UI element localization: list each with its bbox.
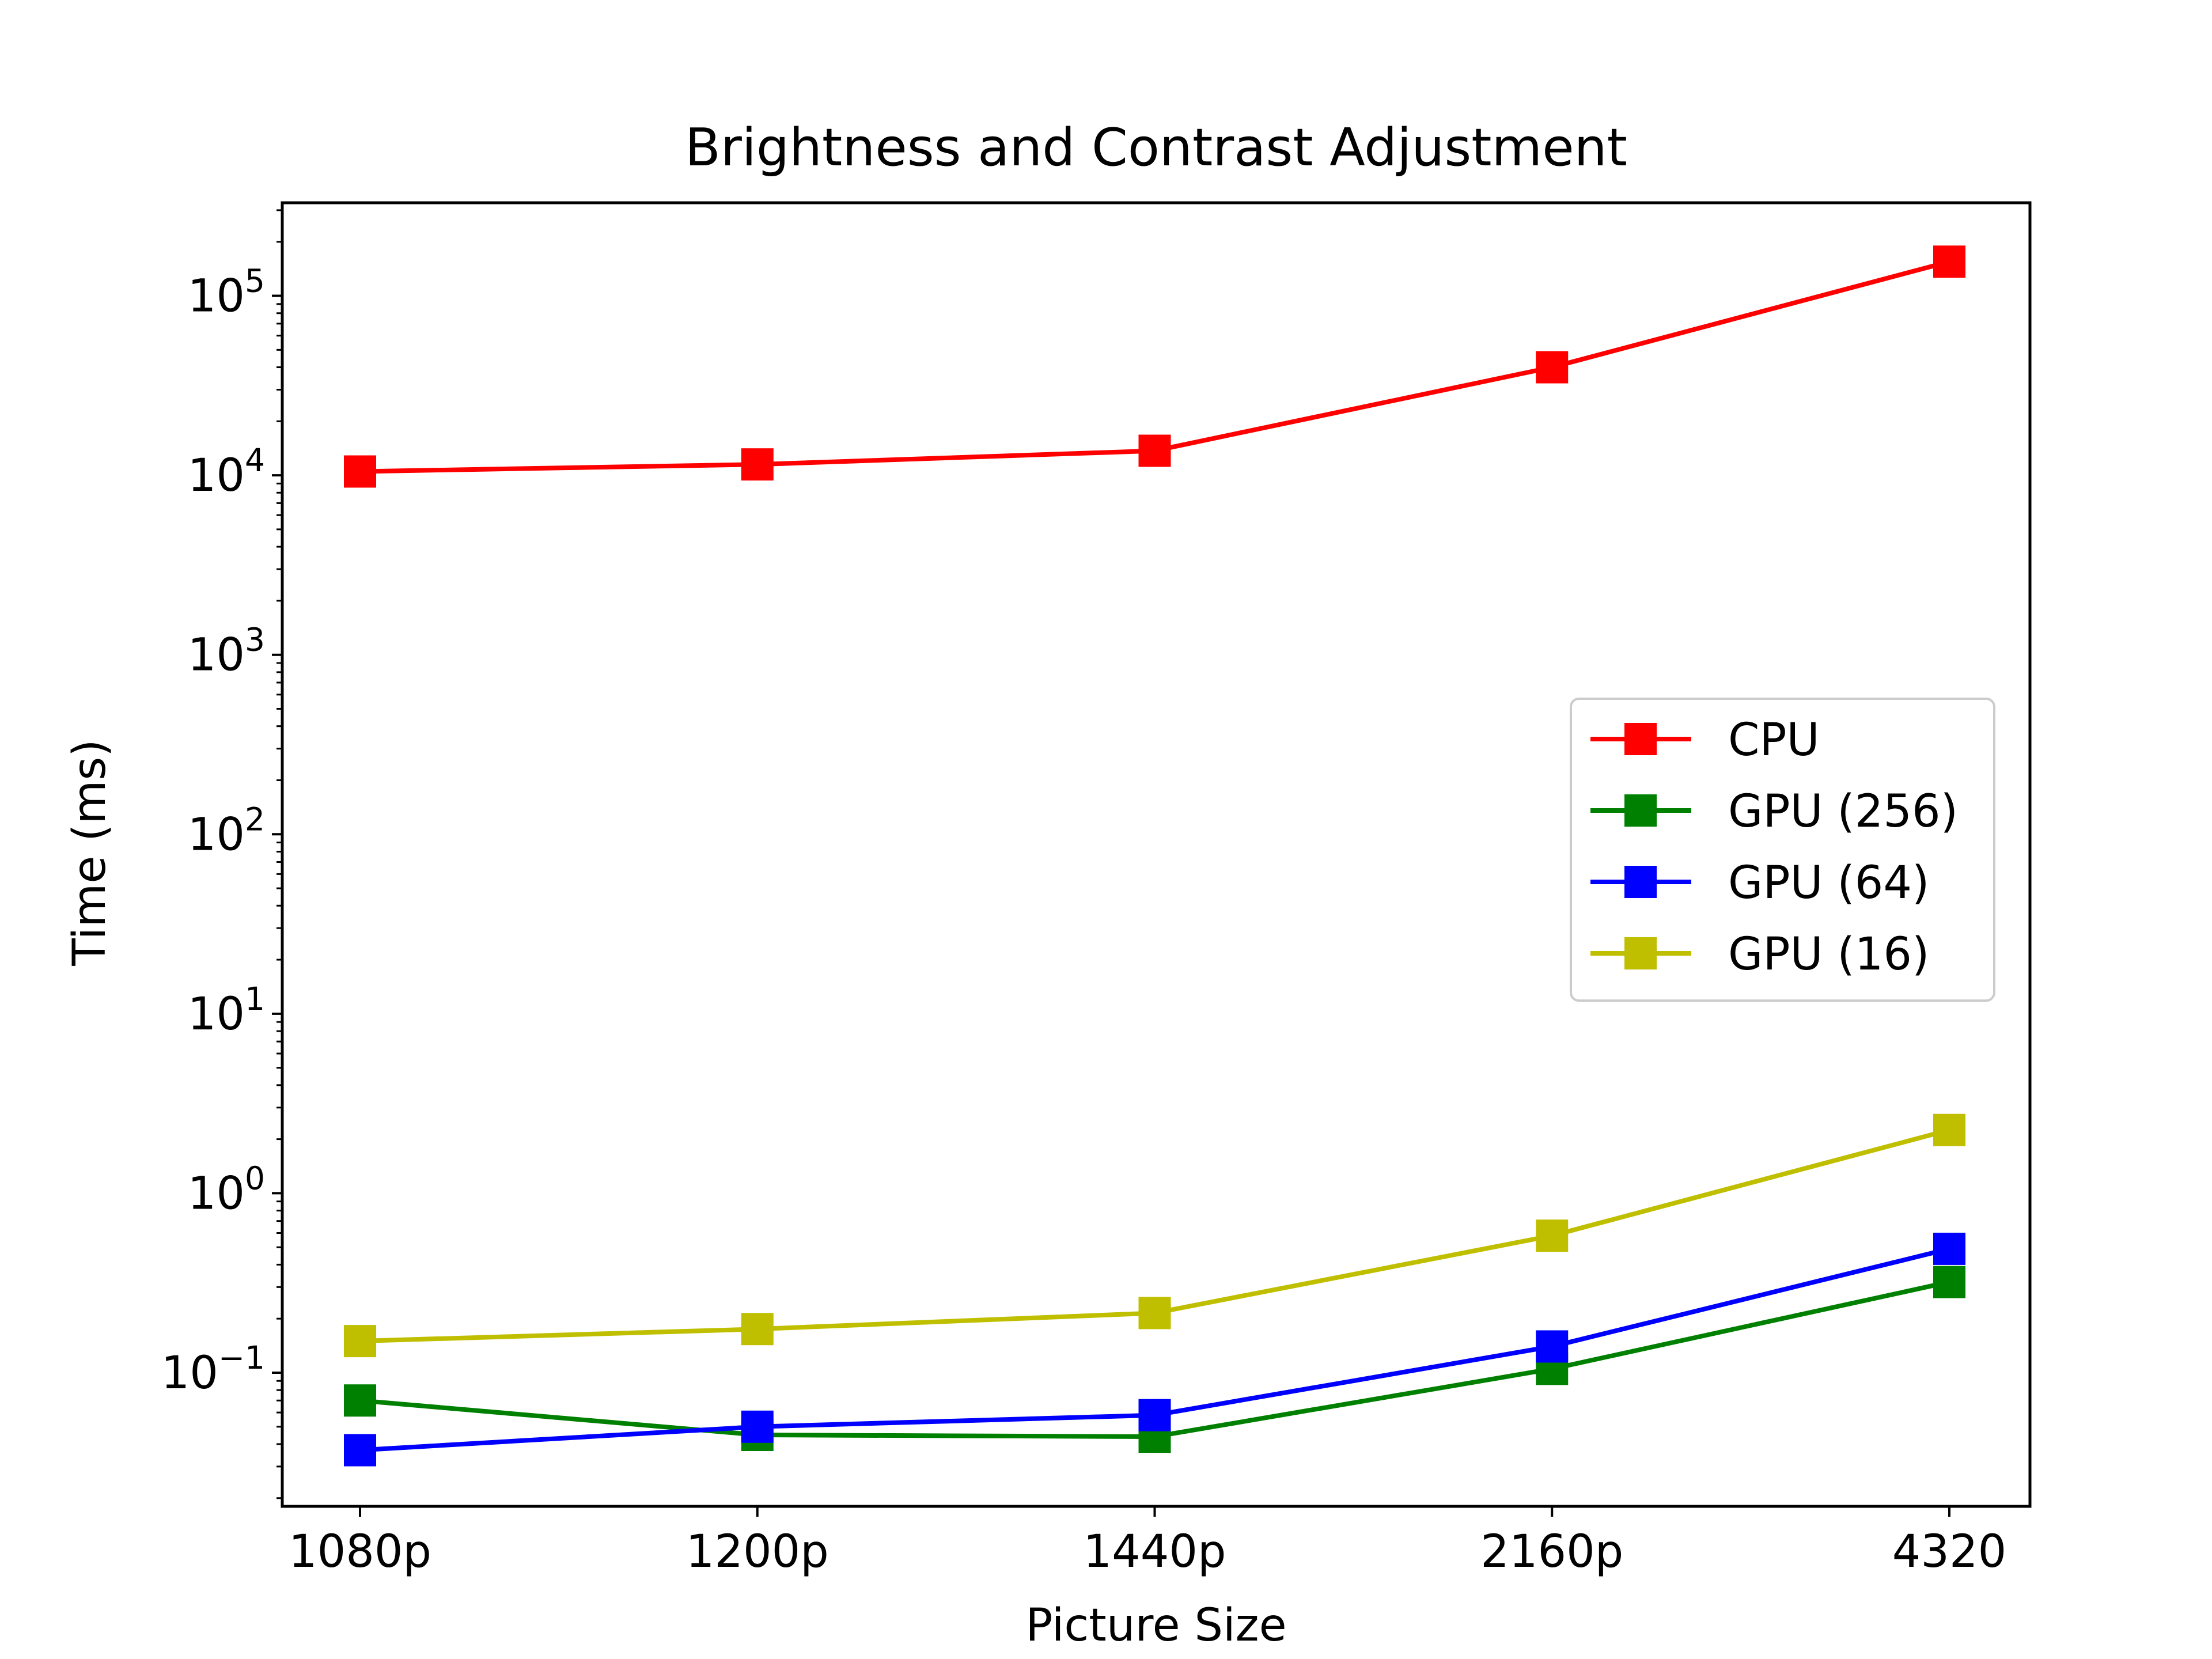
y-tick-label: 102	[188, 801, 265, 861]
data-point-gpu-16	[1536, 1219, 1569, 1252]
legend-marker	[1624, 794, 1657, 827]
plot-frame	[281, 201, 2032, 1508]
plot-series	[344, 245, 1965, 1467]
data-point-gpu-64	[344, 1434, 376, 1467]
y-tick-label: 103	[188, 622, 265, 681]
x-tick-label: 1080p	[289, 1526, 431, 1578]
data-point-gpu-64	[1933, 1232, 1965, 1265]
data-point-cpu	[1933, 245, 1965, 278]
x-tick-label: 4320	[1892, 1526, 2007, 1578]
y-tick-label: 105	[188, 263, 265, 323]
legend-marker	[1624, 937, 1657, 969]
data-point-gpu-64	[1138, 1399, 1171, 1431]
x-tick-label: 2160p	[1480, 1526, 1623, 1578]
data-point-cpu	[1138, 434, 1171, 467]
legend: CPU GPU (256) GPU (64) GPU (16)	[1570, 698, 1995, 1002]
data-point-gpu-64	[741, 1410, 774, 1443]
legend-label: GPU (64)	[1728, 857, 1929, 909]
data-point-gpu-64	[1536, 1330, 1569, 1363]
data-point-cpu	[344, 455, 376, 488]
data-point-gpu-256	[1933, 1266, 1965, 1298]
axis-ticks: 1080p 1200p 1440p 2160p 4320 10−1 100 101 102 103…	[161, 209, 2007, 1578]
legend-marker	[1624, 866, 1657, 898]
x-tick-label: 1440p	[1083, 1526, 1226, 1578]
data-point-gpu-16	[1138, 1297, 1171, 1330]
data-point-gpu-16	[344, 1325, 376, 1358]
legend-marker	[1624, 723, 1657, 755]
legend-label: CPU	[1728, 714, 1820, 766]
y-tick-label: 104	[188, 442, 265, 502]
legend-box	[1570, 698, 1995, 1002]
y-tick-label: 10−1	[161, 1339, 265, 1399]
x-axis-label: Picture Size	[1025, 1600, 1286, 1652]
data-point-gpu-16	[741, 1313, 774, 1346]
legend-label: GPU (16)	[1728, 929, 1929, 980]
x-tick-label: 1200p	[686, 1526, 829, 1578]
legend-label: GPU (256)	[1728, 786, 1958, 838]
y-tick-label: 100	[188, 1160, 265, 1219]
y-tick-label: 101	[188, 980, 265, 1040]
data-point-cpu	[741, 448, 774, 481]
y-axis-label: Time (ms)	[64, 739, 116, 966]
chart-title: Brightness and Contrast Adjustment	[685, 118, 1627, 178]
data-point-gpu-256	[344, 1384, 376, 1417]
data-point-gpu-16	[1933, 1113, 1965, 1146]
data-point-cpu	[1536, 351, 1569, 384]
